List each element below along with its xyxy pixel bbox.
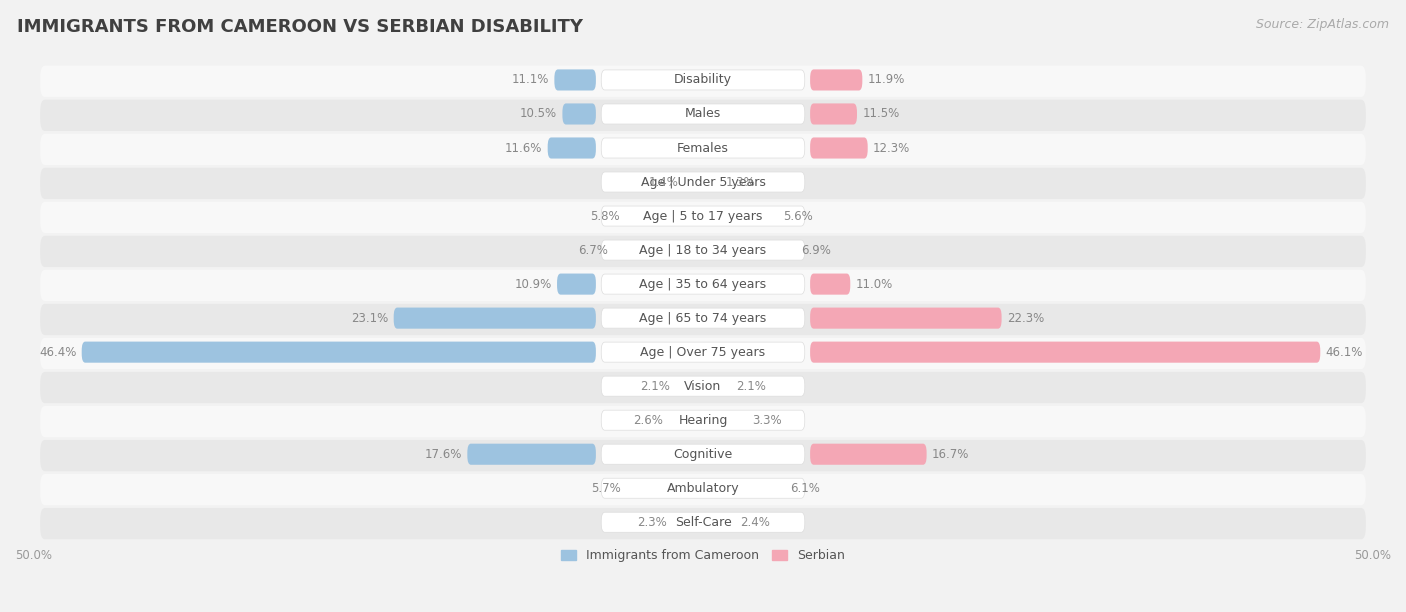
FancyBboxPatch shape [41, 474, 1365, 506]
Text: 11.0%: 11.0% [856, 278, 893, 291]
Text: 46.4%: 46.4% [39, 346, 76, 359]
Text: 6.7%: 6.7% [578, 244, 607, 256]
Text: Males: Males [685, 108, 721, 121]
FancyBboxPatch shape [602, 274, 804, 294]
Text: 22.3%: 22.3% [1007, 312, 1045, 324]
Text: 5.8%: 5.8% [591, 209, 620, 223]
Text: 1.4%: 1.4% [650, 176, 679, 188]
FancyBboxPatch shape [394, 308, 596, 329]
FancyBboxPatch shape [41, 100, 1365, 131]
FancyBboxPatch shape [810, 274, 851, 294]
Text: 11.9%: 11.9% [868, 73, 905, 86]
Text: Age | 65 to 74 years: Age | 65 to 74 years [640, 312, 766, 324]
Text: 2.6%: 2.6% [633, 414, 662, 427]
FancyBboxPatch shape [557, 274, 596, 294]
Text: 46.1%: 46.1% [1326, 346, 1362, 359]
FancyBboxPatch shape [41, 406, 1365, 437]
Text: Age | 18 to 34 years: Age | 18 to 34 years [640, 244, 766, 256]
Text: 5.7%: 5.7% [592, 482, 621, 494]
Text: 1.3%: 1.3% [725, 176, 755, 188]
FancyBboxPatch shape [554, 69, 596, 91]
FancyBboxPatch shape [810, 444, 927, 465]
FancyBboxPatch shape [810, 138, 868, 159]
Text: Source: ZipAtlas.com: Source: ZipAtlas.com [1256, 18, 1389, 31]
Text: Age | 35 to 64 years: Age | 35 to 64 years [640, 278, 766, 291]
FancyBboxPatch shape [41, 202, 1365, 233]
Text: 12.3%: 12.3% [873, 141, 910, 154]
Text: Age | 5 to 17 years: Age | 5 to 17 years [644, 209, 762, 223]
FancyBboxPatch shape [602, 138, 804, 158]
FancyBboxPatch shape [602, 240, 804, 260]
Text: Ambulatory: Ambulatory [666, 482, 740, 494]
Text: Hearing: Hearing [678, 414, 728, 427]
FancyBboxPatch shape [41, 440, 1365, 471]
FancyBboxPatch shape [602, 104, 804, 124]
FancyBboxPatch shape [602, 410, 804, 430]
Text: Vision: Vision [685, 379, 721, 393]
FancyBboxPatch shape [41, 508, 1365, 539]
Text: 2.3%: 2.3% [637, 516, 666, 529]
FancyBboxPatch shape [41, 133, 1365, 165]
Text: IMMIGRANTS FROM CAMEROON VS SERBIAN DISABILITY: IMMIGRANTS FROM CAMEROON VS SERBIAN DISA… [17, 18, 583, 36]
Text: Self-Care: Self-Care [675, 516, 731, 529]
Text: 11.5%: 11.5% [862, 108, 900, 121]
FancyBboxPatch shape [602, 172, 804, 192]
FancyBboxPatch shape [82, 341, 596, 363]
Text: 11.1%: 11.1% [512, 73, 548, 86]
FancyBboxPatch shape [602, 444, 804, 465]
Text: 3.3%: 3.3% [752, 414, 782, 427]
FancyBboxPatch shape [602, 376, 804, 396]
FancyBboxPatch shape [548, 138, 596, 159]
FancyBboxPatch shape [41, 168, 1365, 199]
FancyBboxPatch shape [41, 338, 1365, 369]
Text: Age | Under 5 years: Age | Under 5 years [641, 176, 765, 188]
FancyBboxPatch shape [41, 236, 1365, 267]
FancyBboxPatch shape [562, 103, 596, 124]
Text: 23.1%: 23.1% [352, 312, 388, 324]
Text: 6.1%: 6.1% [790, 482, 820, 494]
Text: 16.7%: 16.7% [932, 448, 969, 461]
FancyBboxPatch shape [810, 308, 1001, 329]
FancyBboxPatch shape [602, 308, 804, 328]
FancyBboxPatch shape [467, 444, 596, 465]
Legend: Immigrants from Cameroon, Serbian: Immigrants from Cameroon, Serbian [557, 544, 849, 567]
FancyBboxPatch shape [602, 342, 804, 362]
FancyBboxPatch shape [41, 372, 1365, 403]
FancyBboxPatch shape [602, 206, 804, 226]
Text: 6.9%: 6.9% [801, 244, 831, 256]
Text: 2.1%: 2.1% [737, 379, 766, 393]
FancyBboxPatch shape [810, 69, 862, 91]
FancyBboxPatch shape [602, 512, 804, 532]
Text: 10.5%: 10.5% [520, 108, 557, 121]
FancyBboxPatch shape [602, 478, 804, 498]
Text: Disability: Disability [673, 73, 733, 86]
FancyBboxPatch shape [810, 341, 1320, 363]
FancyBboxPatch shape [41, 65, 1365, 97]
Text: 2.4%: 2.4% [741, 516, 770, 529]
FancyBboxPatch shape [602, 70, 804, 90]
Text: 2.1%: 2.1% [640, 379, 669, 393]
FancyBboxPatch shape [810, 103, 858, 124]
Text: 5.6%: 5.6% [783, 209, 813, 223]
Text: 10.9%: 10.9% [515, 278, 551, 291]
FancyBboxPatch shape [41, 304, 1365, 335]
Text: Age | Over 75 years: Age | Over 75 years [641, 346, 765, 359]
FancyBboxPatch shape [41, 270, 1365, 301]
Text: Cognitive: Cognitive [673, 448, 733, 461]
Text: Females: Females [678, 141, 728, 154]
Text: 17.6%: 17.6% [425, 448, 463, 461]
Text: 11.6%: 11.6% [505, 141, 543, 154]
